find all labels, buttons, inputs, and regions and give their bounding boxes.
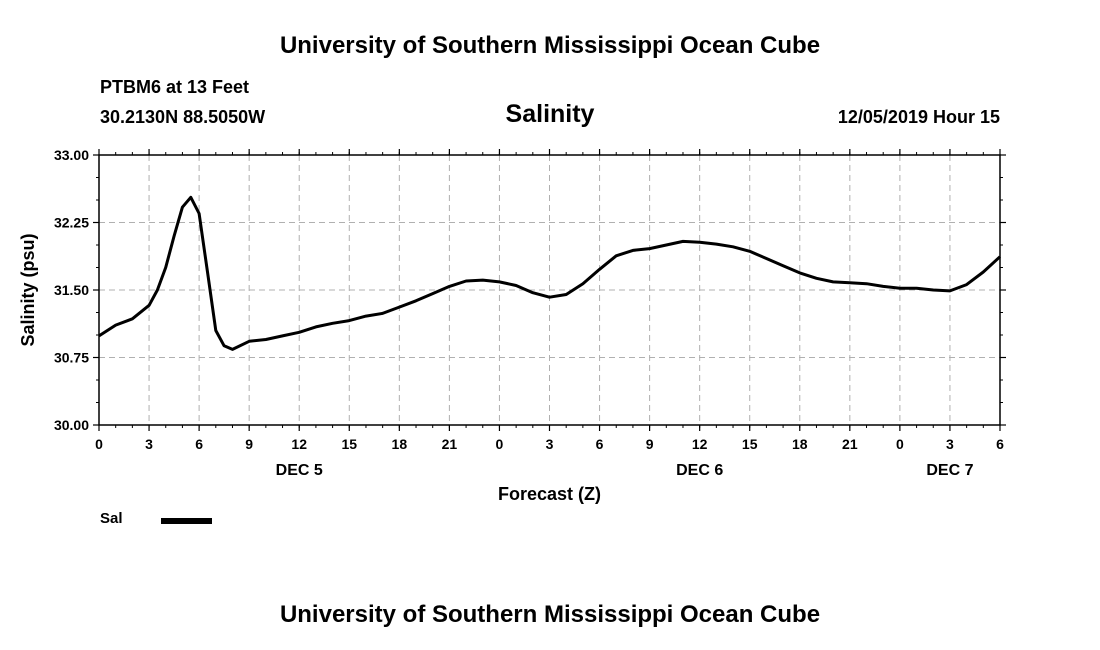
x-tick-label: 12 — [692, 436, 708, 452]
x-tick-label: 3 — [946, 436, 954, 452]
chart-axes: 30.00 30.75 31.50 32.25 33.00 0 3 6 9 12 15 18 21 0 3 6… — [54, 147, 1006, 479]
y-axis-label: Salinity (psu) — [18, 233, 38, 346]
x-tick-label: 12 — [291, 436, 307, 452]
y-tick-label: 31.50 — [54, 282, 89, 298]
forecast-datetime: 12/05/2019 Hour 15 — [837, 107, 1000, 127]
x-tick-label: 3 — [546, 436, 554, 452]
y-tick-label: 30.00 — [54, 417, 89, 433]
x-tick-label: 18 — [392, 436, 408, 452]
x-tick-label: 9 — [646, 436, 654, 452]
x-tick-label: 0 — [95, 436, 103, 452]
x-tick-label: 15 — [341, 436, 357, 452]
x-day-label: DEC 5 — [276, 462, 323, 479]
x-tick-label: 6 — [596, 436, 604, 452]
x-tick-label: 9 — [245, 436, 253, 452]
legend-swatch — [161, 518, 212, 524]
chart-title: Salinity — [505, 100, 595, 128]
legend-label: Sal — [100, 510, 123, 527]
y-tick-label: 33.00 — [54, 147, 89, 163]
x-tick-label: 6 — [195, 436, 203, 452]
y-tick-label: 32.25 — [54, 215, 89, 231]
top-title: University of Southern Mississippi Ocean… — [279, 32, 821, 59]
station-label: PTBM6 at 13 Feet — [100, 77, 250, 97]
x-tick-label: 15 — [742, 436, 758, 452]
series-line-sal — [98, 195, 1002, 351]
x-tick-label: 0 — [896, 436, 904, 452]
x-tick-label: 21 — [842, 436, 858, 452]
chart-grid — [99, 155, 1000, 425]
x-day-label: DEC 7 — [926, 462, 973, 479]
station-coordinates: 30.2130N 88.5050W — [100, 107, 266, 127]
x-day-label: DEC 6 — [676, 462, 723, 479]
bottom-title: University of Southern Mississippi Ocean… — [279, 601, 821, 628]
y-tick-label: 30.75 — [54, 350, 89, 366]
x-tick-label: 3 — [145, 436, 153, 452]
x-tick-label: 18 — [792, 436, 808, 452]
x-tick-label: 0 — [496, 436, 504, 452]
x-axis-label: Forecast (Z) — [498, 484, 601, 504]
x-tick-label: 6 — [996, 436, 1004, 452]
chart-series — [98, 195, 1002, 351]
x-tick-label: 21 — [442, 436, 458, 452]
